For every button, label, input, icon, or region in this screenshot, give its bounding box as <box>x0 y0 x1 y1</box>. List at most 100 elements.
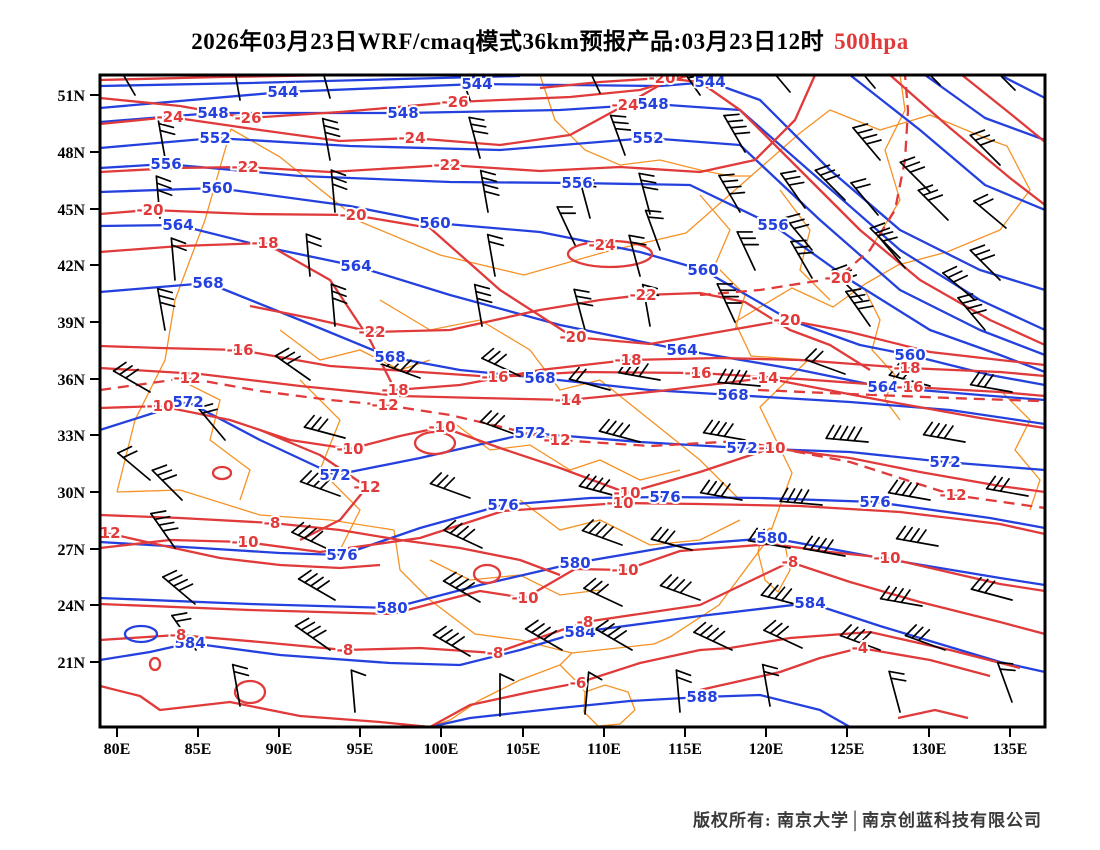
wind-barb <box>590 75 601 94</box>
y-tick-label: 51N <box>57 88 85 105</box>
wind-barb <box>432 625 471 657</box>
wind-barb <box>784 213 813 251</box>
contour-label: 580 <box>376 599 407 617</box>
wind-barb <box>693 621 733 651</box>
temp-contour-line <box>259 428 369 542</box>
contour-label: -14 <box>554 391 581 409</box>
contour-label: 556 <box>561 174 592 192</box>
contour-label: 556 <box>150 155 181 173</box>
boundary-line <box>299 379 361 551</box>
wind-barb <box>779 487 823 506</box>
contour-label: -12 <box>543 431 570 449</box>
boundary-line <box>864 289 901 421</box>
wind-barb <box>330 283 348 327</box>
wind-barb <box>578 473 621 498</box>
contour-label: 588 <box>686 688 717 706</box>
contour-label: -16 <box>481 368 508 386</box>
boundary-line <box>829 109 1031 285</box>
temp-contour-line <box>429 630 1021 727</box>
boundary-line <box>230 109 831 276</box>
wind-barb <box>675 669 692 713</box>
contour-label: -24 <box>611 96 638 114</box>
contour-label: 572 <box>172 393 203 411</box>
boundary-line <box>583 684 636 727</box>
contour-label: -8 <box>170 626 187 644</box>
contour-label: 548 <box>387 104 418 122</box>
wind-barb <box>802 535 846 557</box>
wind-barb <box>941 265 976 301</box>
boundary-line <box>279 329 431 371</box>
wind-barb <box>155 175 173 219</box>
contour-label: -24 <box>398 129 425 147</box>
contour-label: -10 <box>613 484 640 502</box>
y-tick-label: 36N <box>57 372 85 389</box>
contour-label: -12 <box>939 486 966 504</box>
temp-contour-line <box>100 513 561 577</box>
contour-label: -10 <box>611 561 638 579</box>
wind-barb <box>578 176 597 219</box>
contour-loop <box>472 563 502 585</box>
wind-barb <box>499 673 515 717</box>
wind-barb <box>234 75 241 101</box>
wind-barb <box>524 619 563 651</box>
wind-barb <box>479 410 521 437</box>
x-tick-label: 100E <box>424 741 459 758</box>
contour-label: 576 <box>649 488 680 506</box>
contour-label: -20 <box>339 206 366 224</box>
temp-contour-line <box>100 344 1045 398</box>
contour-label: 548 <box>637 95 668 113</box>
y-tick-label: 33N <box>57 428 85 445</box>
contour-label: -10 <box>606 494 633 512</box>
wind-barb <box>699 479 743 501</box>
contour-label: 552 <box>199 129 230 147</box>
wind-barb <box>831 264 863 301</box>
contour-label: -18 <box>251 234 278 252</box>
wind-barb <box>839 624 881 651</box>
wind-barb <box>274 347 311 381</box>
wind-barb <box>644 209 664 251</box>
wind-barb <box>895 525 939 547</box>
contour-label: -10 <box>511 589 538 607</box>
contour-label: -10 <box>873 549 900 567</box>
contour-label: 580 <box>559 554 590 572</box>
wind-barb <box>869 222 901 259</box>
contour-label: -20 <box>824 269 851 287</box>
wind-barb <box>659 574 701 601</box>
wind-barb <box>887 479 931 501</box>
contour-label: -10 <box>428 418 455 436</box>
contour-label: -16 <box>226 341 253 359</box>
wind-barb <box>780 170 806 209</box>
wind-barb <box>641 283 660 327</box>
y-tick-label: 30N <box>57 485 85 502</box>
wind-barb <box>928 75 941 86</box>
contour-label: -24 <box>588 236 615 254</box>
temp-contours <box>100 75 1045 727</box>
contour-label: -22 <box>231 158 258 176</box>
contour-label: -10 <box>146 397 173 415</box>
temp-contour-line <box>757 388 1041 403</box>
wind-barb <box>723 113 751 153</box>
wind-barb <box>609 114 632 156</box>
contour-label: -12 <box>353 478 380 496</box>
wind-barb <box>638 172 659 215</box>
page-title: 2026年03月23日WRF/cmaq模式36km预报产品:03月23日12时 5… <box>0 22 1100 56</box>
wind-barb <box>825 424 869 443</box>
x-tick-label: 90E <box>266 741 293 758</box>
contour-label: -20 <box>773 311 800 329</box>
wind-barb <box>628 234 647 277</box>
wind-barb <box>350 669 367 713</box>
wind-barb <box>972 193 1007 229</box>
wind-barb <box>763 619 803 649</box>
temp-contour-line <box>100 208 1045 367</box>
wind-barb <box>170 237 187 281</box>
wind-barb <box>598 418 641 443</box>
wind-barb <box>594 619 633 651</box>
height-contour-line <box>100 536 1045 610</box>
contour-label: 556 <box>757 216 788 234</box>
wind-barb <box>330 169 348 213</box>
contour-label: -18 <box>614 351 641 369</box>
contour-label: 584 <box>564 623 595 641</box>
boundary-line <box>116 489 395 531</box>
